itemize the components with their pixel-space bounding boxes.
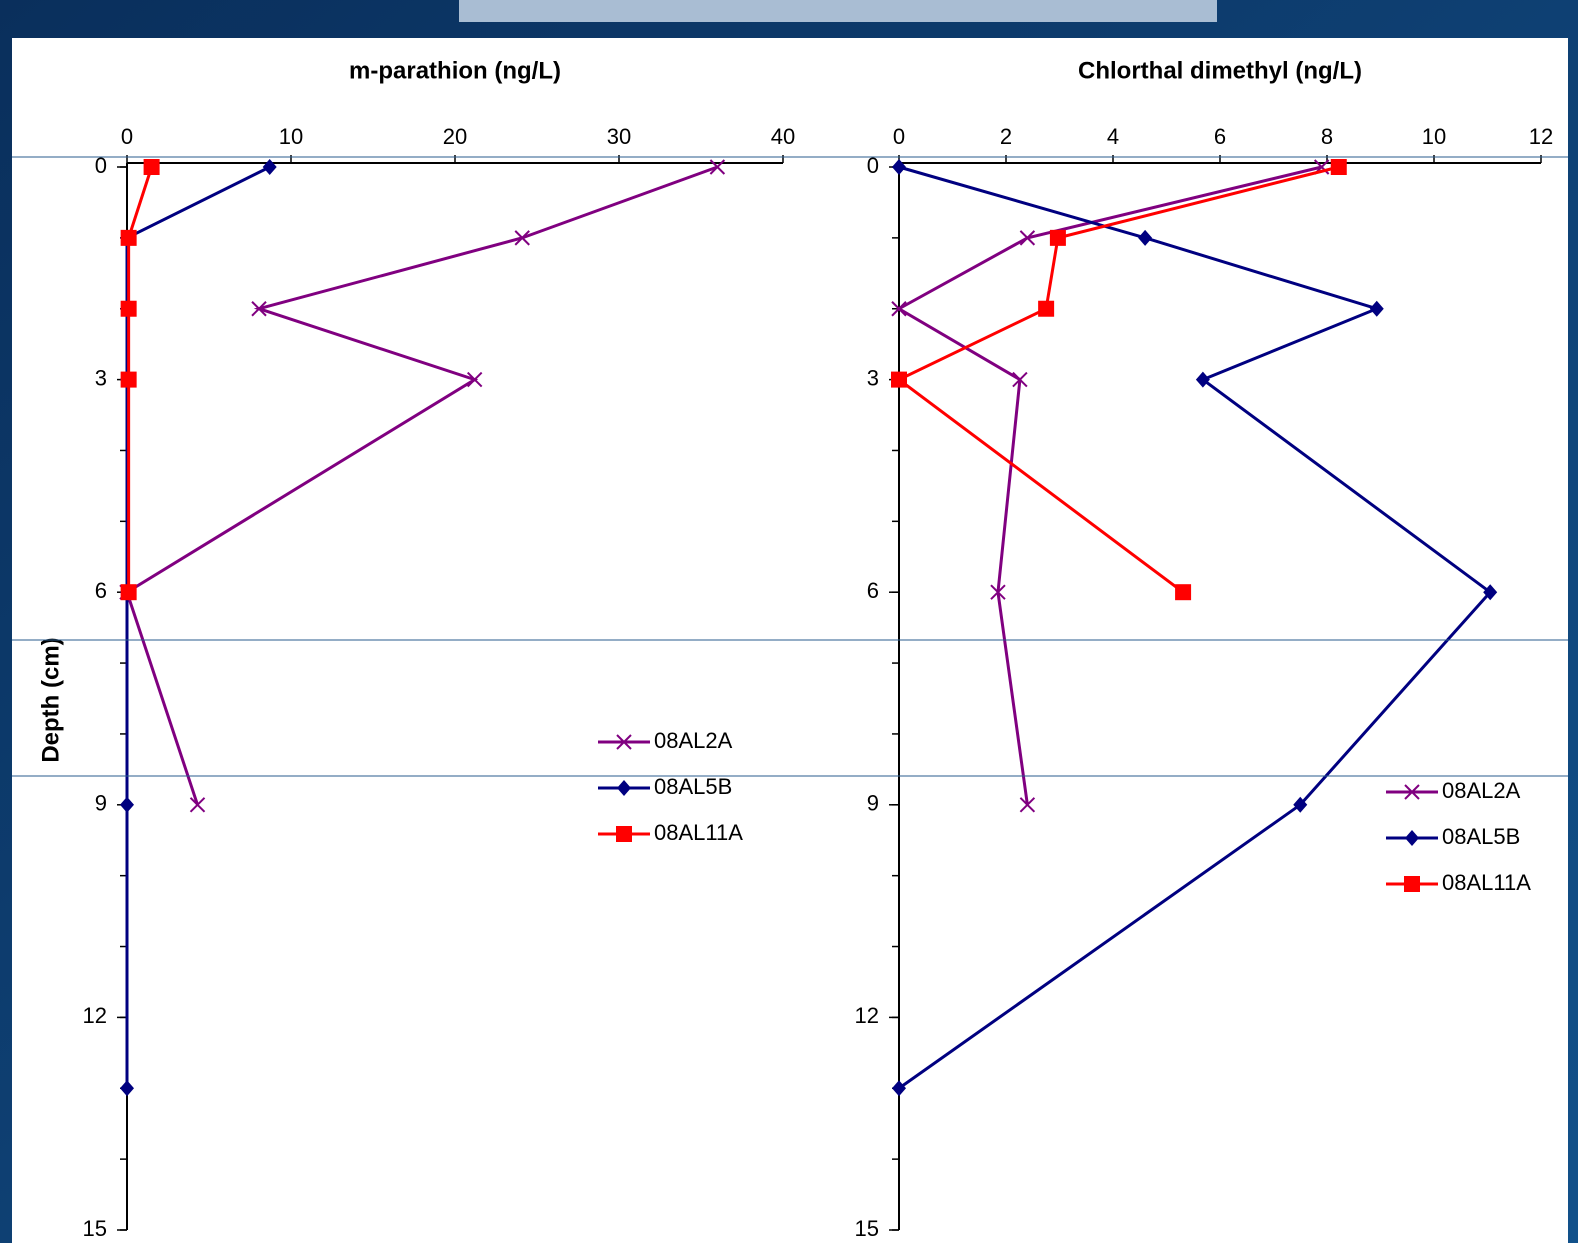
- x-tick-label: 12: [1529, 124, 1553, 149]
- marker: [1038, 301, 1054, 317]
- marker: [121, 372, 137, 388]
- marker: [891, 372, 907, 388]
- y-tick-label: 9: [95, 791, 107, 816]
- legend-label: 08AL11A: [1442, 870, 1531, 895]
- marker: [144, 159, 160, 175]
- marker: [1404, 876, 1420, 892]
- x-tick-label: 10: [279, 124, 303, 149]
- legend-label: 08AL2A: [654, 728, 733, 753]
- y-tick-label: 6: [867, 578, 879, 603]
- y-tick-label: 6: [95, 578, 107, 603]
- marker: [121, 301, 137, 317]
- y-tick-label: 15: [855, 1216, 879, 1241]
- marker: [1175, 584, 1191, 600]
- x-tick-label: 0: [893, 124, 905, 149]
- marker: [616, 826, 632, 842]
- chart-title: Chlorthal dimethyl (ng/L): [1078, 57, 1362, 84]
- x-tick-label: 2: [1000, 124, 1012, 149]
- legend-label: 08AL5B: [654, 774, 732, 799]
- x-tick-label: 0: [121, 124, 133, 149]
- x-tick-label: 10: [1422, 124, 1446, 149]
- marker: [1331, 159, 1347, 175]
- header-bar: [459, 0, 1217, 22]
- y-tick-label: 12: [855, 1003, 879, 1028]
- x-tick-label: 6: [1214, 124, 1226, 149]
- chart: m-parathion (ng/L) Depth (cm) 0 10 20 30 40 0 3 6…: [0, 0, 1578, 1243]
- y-tick-label: 3: [867, 365, 879, 390]
- y-tick-label: 15: [83, 1216, 107, 1241]
- x-tick-label: 8: [1321, 124, 1333, 149]
- marker: [1050, 230, 1066, 246]
- y-tick-label: 3: [95, 365, 107, 390]
- x-tick-label: 20: [443, 124, 467, 149]
- y-tick-label: 9: [867, 791, 879, 816]
- legend-label: 08AL2A: [1442, 778, 1521, 803]
- x-tick-label: 30: [607, 124, 631, 149]
- x-tick-label: 40: [771, 124, 795, 149]
- legend-label: 08AL11A: [654, 820, 743, 845]
- y-tick-label: 12: [83, 1003, 107, 1028]
- page: {"chart_data": [ {"type": "line", "title…: [0, 0, 1578, 1243]
- marker: [121, 584, 137, 600]
- marker: [121, 230, 137, 246]
- x-tick-label: 4: [1107, 124, 1119, 149]
- y-axis-label: Depth (cm): [37, 637, 64, 762]
- legend-label: 08AL5B: [1442, 824, 1520, 849]
- chart-title: m-parathion (ng/L): [349, 57, 561, 84]
